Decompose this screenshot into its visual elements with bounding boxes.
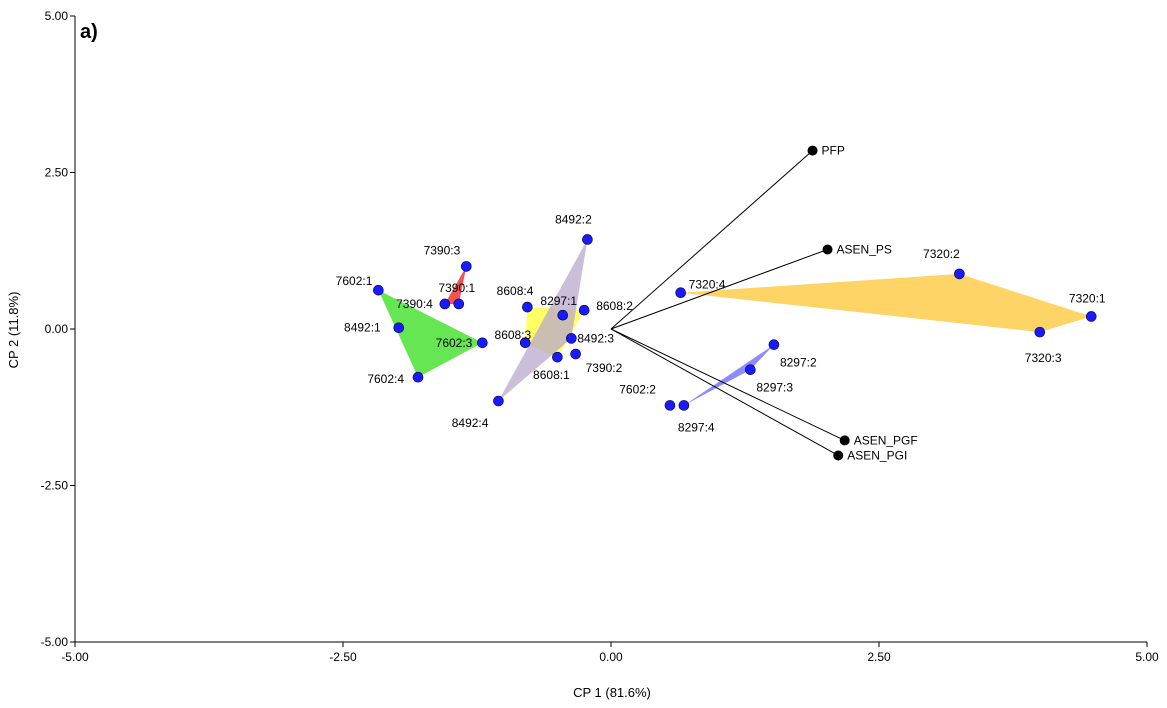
- group-hull-4: [680, 273, 1092, 333]
- point-label-7390-4: 7390:4: [396, 297, 433, 311]
- point-7602-4: [412, 371, 424, 383]
- axes: -5.00 -2.50 0.00 2.50 5.00 -5.00 -2.50 0.00 2.50…: [41, 9, 1159, 664]
- vector-line-pfp: [610, 150, 813, 330]
- y-tick-label: -5.00: [41, 635, 69, 649]
- point-8297-4: [678, 400, 690, 411]
- x-axis-title: CP 1 (81.6%): [573, 685, 651, 700]
- point-label-8297-4: 8297:4: [678, 420, 715, 434]
- y-tick-label: 0.00: [45, 322, 69, 336]
- point-7320-3: [1034, 326, 1046, 338]
- point-label-8608-1: 8608:1: [533, 368, 570, 382]
- point-label-7390-2: 7390:2: [586, 361, 623, 375]
- point-label-8492-3: 8492:3: [577, 331, 614, 345]
- point-7390-2: [570, 348, 581, 360]
- x-tick-label: 0.00: [599, 650, 623, 664]
- point-8608-4: [522, 301, 533, 313]
- group-hull-0: [378, 290, 483, 378]
- point-8297-3: [745, 364, 756, 375]
- y-tick-label: 5.00: [45, 9, 69, 23]
- point-label-8297-1: 8297:1: [540, 294, 577, 308]
- point-label-8492-2: 8492:2: [555, 212, 592, 226]
- point-label-8608-4: 8608:4: [497, 284, 534, 298]
- point-label-8492-1: 8492:1: [344, 321, 381, 335]
- point-7602-1: [373, 284, 384, 296]
- group-hull-1: [444, 266, 467, 304]
- x-tick-label: -5.00: [61, 650, 89, 664]
- point-8608-2: [578, 304, 590, 316]
- vector-point-asen_pgf: [839, 435, 850, 446]
- point-8492-3: [566, 333, 577, 344]
- vector-point-asen_pgi: [833, 450, 844, 461]
- point-label-7320-4: 7320:4: [689, 278, 726, 292]
- point-label-7390-1: 7390:1: [438, 281, 475, 295]
- point-8297-1: [557, 309, 569, 321]
- group-hull-5: [683, 344, 774, 406]
- vector-label-asen_pgi: ASEN_PGI: [847, 448, 907, 462]
- point-7602-3: [477, 337, 488, 349]
- vector-label-asen_pgf: ASEN_PGF: [854, 433, 918, 447]
- point-labels: 7602:1 7390:3 7390:1 7390:4 8492:1 7602:3 7602…: [336, 212, 1106, 434]
- point-label-7320-3: 7320:3: [1025, 351, 1062, 365]
- point-label-7320-2: 7320:2: [923, 247, 960, 261]
- panel-label: a): [80, 21, 98, 43]
- point-label-8608-3: 8608:3: [495, 328, 532, 342]
- group-hulls: [378, 239, 1092, 406]
- point-7602-2: [664, 400, 676, 411]
- point-label-7602-4: 7602:4: [367, 372, 404, 386]
- point-label-7602-1: 7602:1: [336, 274, 373, 288]
- point-7320-1: [1085, 311, 1097, 322]
- vector-line-asen_pgf: [610, 328, 845, 441]
- vector-label-asen_ps: ASEN_PS: [837, 242, 892, 256]
- point-label-8492-4: 8492:4: [452, 416, 489, 430]
- point-8492-2: [582, 234, 593, 245]
- point-8608-3: [519, 337, 531, 349]
- x-tick-label: 5.00: [1135, 650, 1159, 664]
- point-label-8297-2: 8297:2: [780, 356, 817, 370]
- point-label-8608-2: 8608:2: [596, 299, 633, 313]
- point-label-7602-3: 7602:3: [436, 336, 473, 350]
- vector-label-pfp: PFP: [822, 144, 845, 158]
- point-8297-2: [768, 339, 780, 350]
- y-tick-label: 2.50: [45, 166, 69, 180]
- x-tick-label: -2.50: [329, 650, 357, 664]
- point-label-7390-3: 7390:3: [424, 243, 461, 257]
- x-tick-label: 2.50: [867, 650, 891, 664]
- score-points: [373, 234, 1097, 411]
- point-8492-1: [393, 322, 405, 334]
- y-tick-label: -2.50: [41, 479, 69, 493]
- point-8492-4: [493, 395, 504, 407]
- point-label-8297-3: 8297:3: [756, 381, 793, 395]
- group-hull-3: [498, 239, 588, 401]
- y-axis-title: CP 2 (11.8%): [6, 292, 21, 369]
- point-8608-1: [552, 351, 563, 363]
- point-7320-2: [954, 268, 965, 280]
- vector-line-asen_pgi: [610, 328, 839, 456]
- point-7390-1: [453, 298, 465, 310]
- vector-point-pfp: [807, 145, 818, 156]
- vector-line-asen_ps: [610, 249, 828, 330]
- point-label-7602-2: 7602:2: [619, 382, 656, 396]
- point-7390-4: [439, 298, 451, 310]
- point-7320-4: [675, 287, 686, 298]
- vector-point-asen_ps: [822, 244, 833, 255]
- point-label-7320-1: 7320:1: [1069, 291, 1106, 305]
- point-7390-3: [460, 261, 472, 272]
